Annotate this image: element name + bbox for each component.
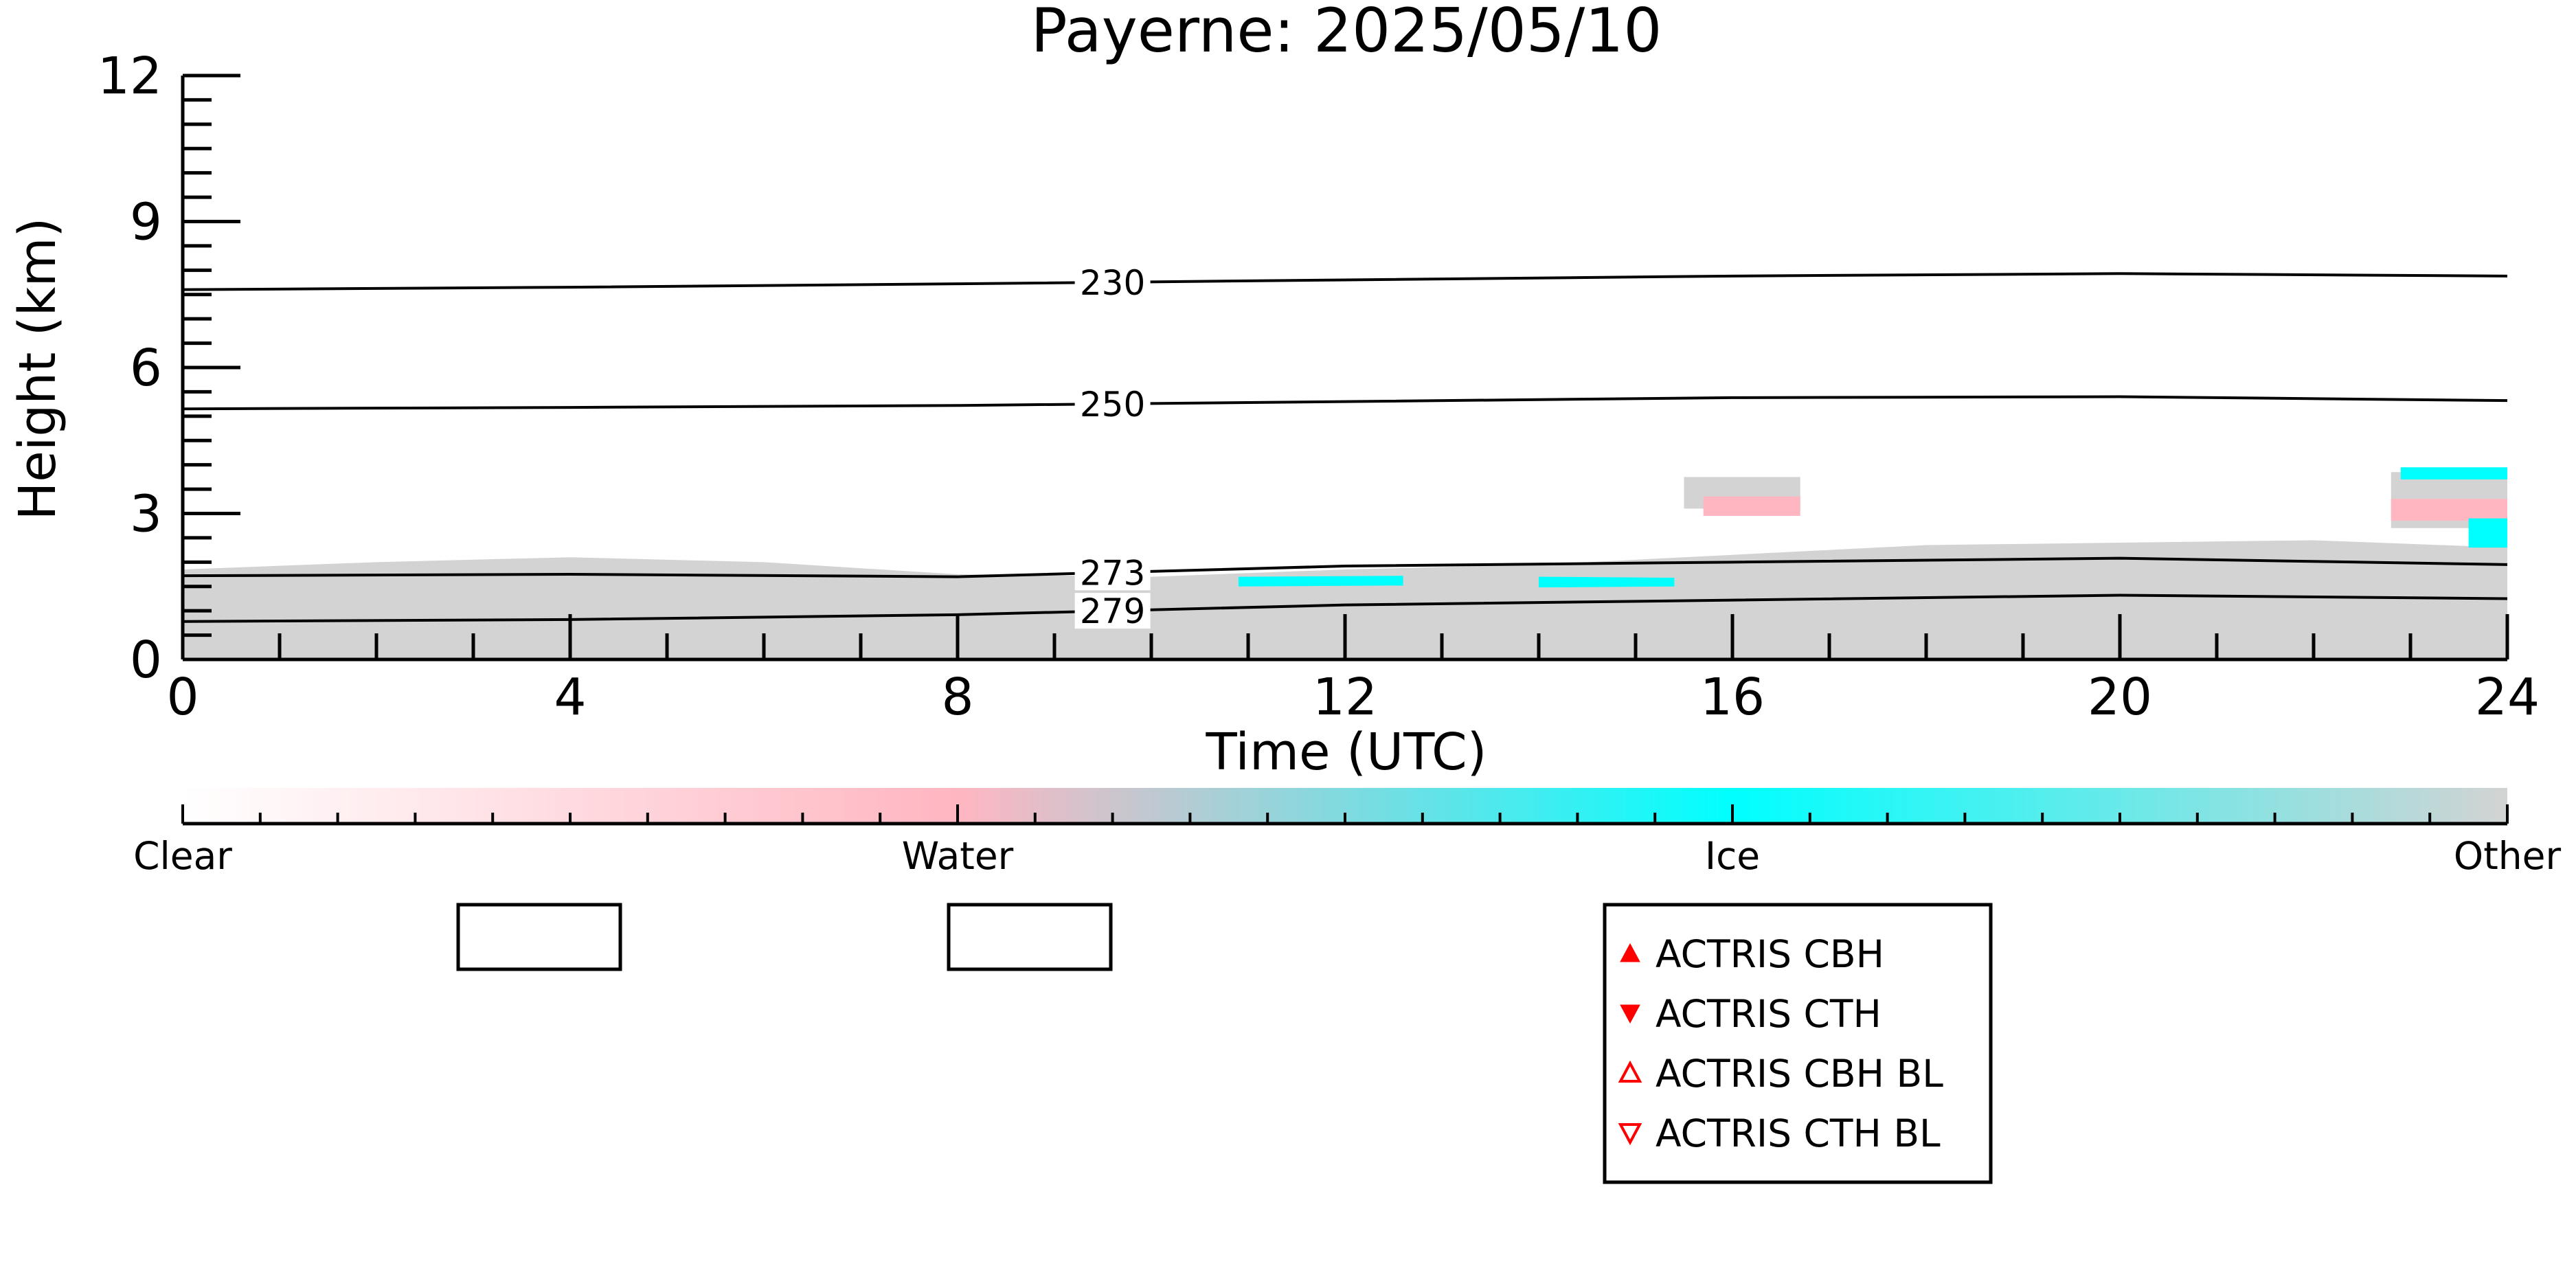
empty-legend-box-2 bbox=[947, 903, 1113, 971]
contour-273 bbox=[182, 556, 2508, 578]
colorbar: Clear Water Ice Other bbox=[133, 788, 2561, 878]
legend-marker-0 bbox=[1620, 942, 1640, 962]
legend-marker-1 bbox=[1620, 1004, 1640, 1024]
legend-frame bbox=[1603, 903, 1993, 1184]
x-tick-label: 24 bbox=[2475, 668, 2540, 727]
region-ice-5 bbox=[1238, 576, 1403, 587]
colorbar-label-water: Water bbox=[902, 834, 1014, 878]
legend-label-1: ACTRIS CTH bbox=[1656, 992, 1882, 1036]
legend-marker-2 bbox=[1618, 1060, 1642, 1083]
contour-label-bg-279 bbox=[1074, 593, 1151, 629]
chart-title: Payerne: 2025/05/10 bbox=[1031, 0, 1662, 66]
contour-label-273: 273 bbox=[1080, 553, 1145, 593]
x-tick-label: 12 bbox=[1313, 668, 1377, 727]
region-water-4 bbox=[2391, 499, 2507, 521]
x-tick-label: 20 bbox=[2088, 668, 2152, 727]
y-axis-label: Height (km) bbox=[8, 218, 67, 521]
y-tick-label: 0 bbox=[130, 631, 162, 690]
y-tick-label: 3 bbox=[130, 485, 162, 544]
empty-legend-box-1 bbox=[456, 903, 622, 971]
region-ice-6 bbox=[1539, 576, 1675, 588]
colorbar-labels: Clear Water Ice Other bbox=[133, 834, 2561, 878]
colorbar-label-clear: Clear bbox=[133, 834, 232, 878]
legend-label-2: ACTRIS CBH BL bbox=[1656, 1052, 1943, 1096]
legend-entries: ACTRIS CBH ACTRIS CTH ACTRIS CBH BL ACTRIS … bbox=[1618, 932, 1943, 1155]
contour-label-279: 279 bbox=[1080, 591, 1145, 631]
colorbar-ticks bbox=[181, 804, 2509, 826]
contour-label-bg-230 bbox=[1074, 264, 1151, 300]
x-tick-label: 4 bbox=[554, 668, 586, 727]
contour-250 bbox=[182, 395, 2508, 411]
colorbar-label-ice: Ice bbox=[1705, 834, 1760, 878]
x-tick-label: 8 bbox=[941, 668, 973, 727]
region-ice-8 bbox=[2468, 518, 2507, 548]
region-water-3 bbox=[1703, 496, 1800, 517]
contour-label-bg-273 bbox=[1074, 554, 1151, 591]
y-tick-label: 6 bbox=[130, 339, 162, 398]
contour-label-bg-250 bbox=[1074, 385, 1151, 422]
colorbar-label-other: Other bbox=[2454, 834, 2562, 878]
contour-label-230: 230 bbox=[1080, 263, 1145, 303]
region-other-0 bbox=[183, 540, 2507, 659]
contour-230 bbox=[182, 272, 2508, 291]
class-regions bbox=[183, 467, 2507, 659]
legend: ACTRIS CBH ACTRIS CTH ACTRIS CBH BL ACTRIS … bbox=[1603, 903, 1993, 1184]
y-tick-label: 9 bbox=[130, 193, 162, 252]
axes: 0 4 8 12 16 20 24 0 3 6 9 12 bbox=[98, 47, 2540, 727]
legend-marker-3 bbox=[1618, 1123, 1642, 1146]
x-axis-label: Time (UTC) bbox=[1205, 723, 1487, 782]
x-tick-label: 16 bbox=[1700, 668, 1765, 727]
contour-label-250: 250 bbox=[1080, 385, 1145, 425]
legend-label-0: ACTRIS CBH bbox=[1656, 932, 1884, 976]
x-tick-label: 0 bbox=[166, 668, 199, 727]
region-ice-7 bbox=[2400, 467, 2507, 479]
y-tick-label: 12 bbox=[98, 47, 162, 106]
legend-label-3: ACTRIS CTH BL bbox=[1656, 1111, 1941, 1155]
